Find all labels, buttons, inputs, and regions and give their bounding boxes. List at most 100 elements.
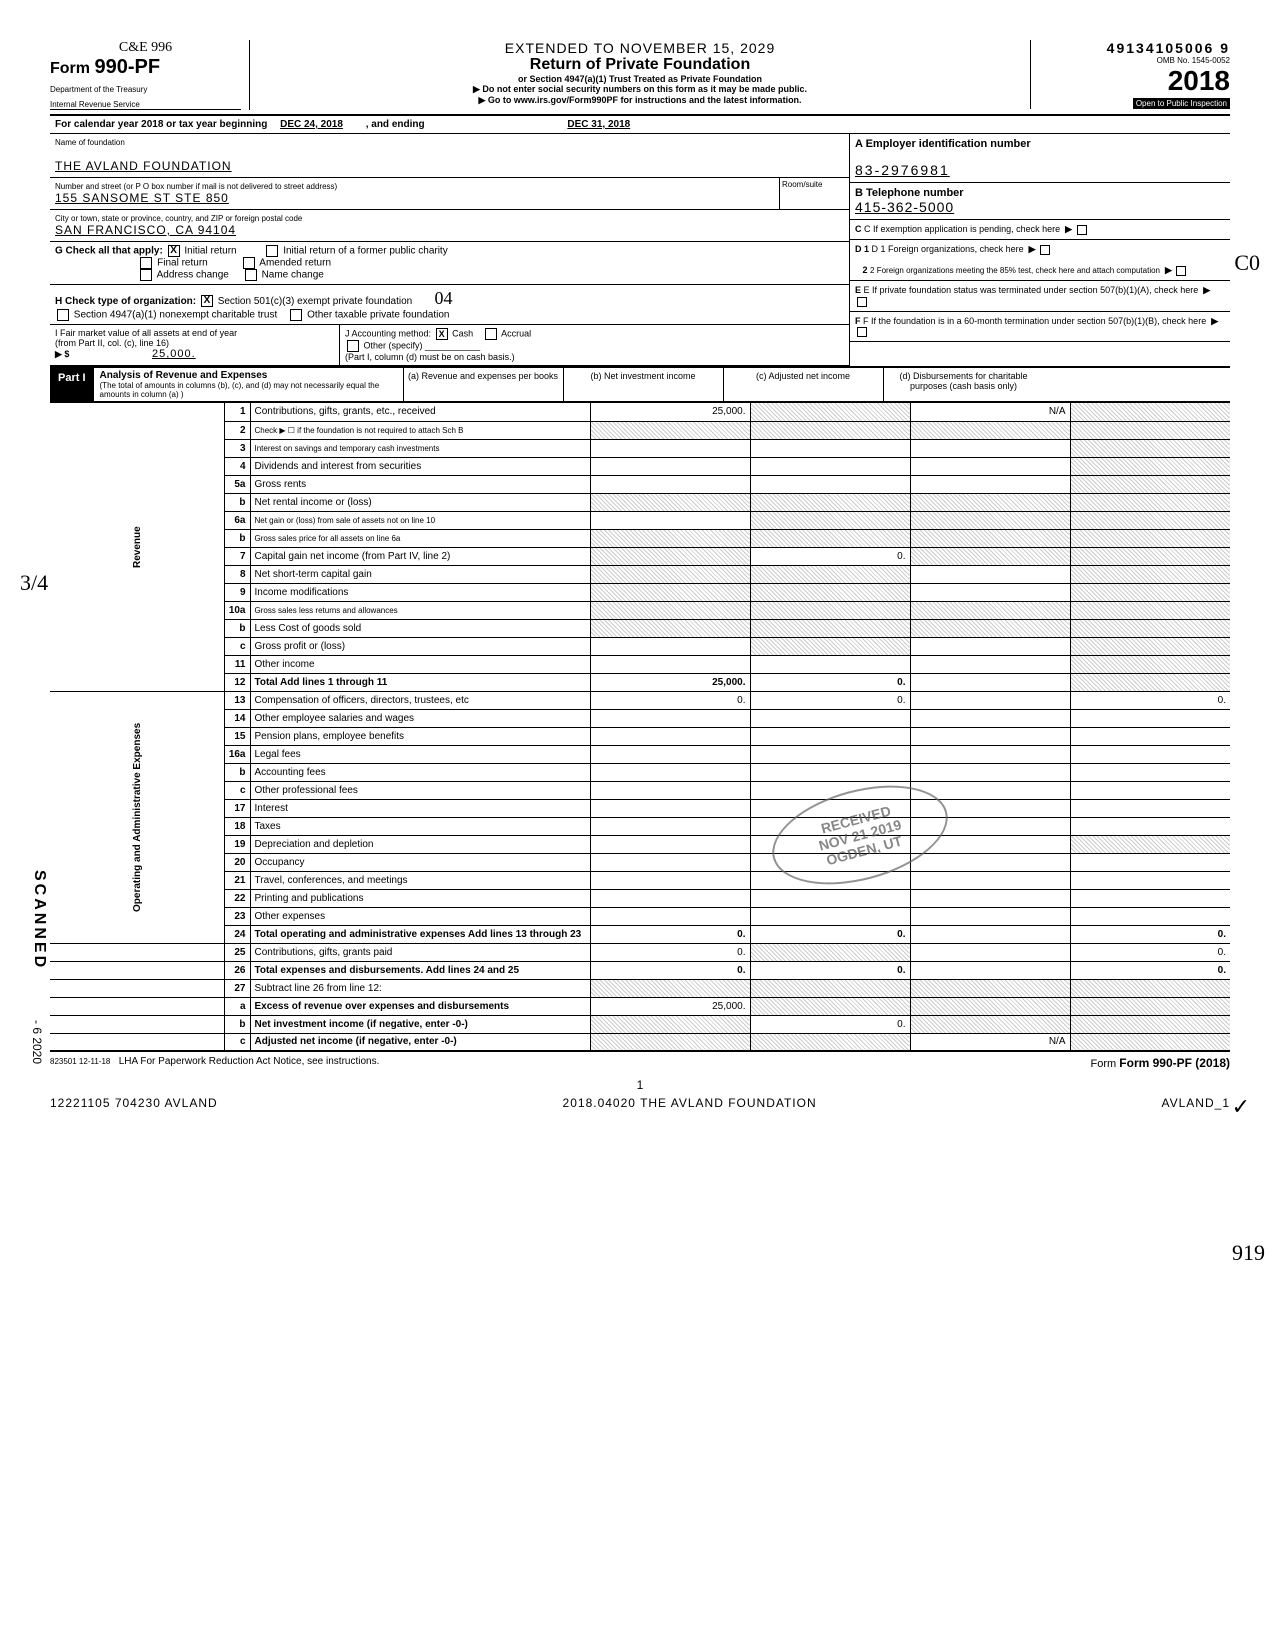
- table-row: 3Interest on savings and temporary cash …: [50, 439, 1230, 457]
- corg-note: C&E 996: [50, 40, 241, 56]
- analysis-table: Revenue 1Contributions, gifts, grants, e…: [50, 403, 1230, 1052]
- section-d: D 1 D 1 Foreign organizations, check her…: [850, 240, 1230, 281]
- footer-code: 823501 12-11-18 LHA For Paperwork Reduct…: [50, 1056, 379, 1070]
- table-row: 27Subtract line 26 from line 12:: [50, 979, 1230, 997]
- part1-header: Part I Analysis of Revenue and Expenses …: [50, 366, 1230, 403]
- l12-a: 25,000.: [590, 673, 750, 691]
- inspection-notice: Open to Public Inspection: [1039, 97, 1230, 109]
- checkbox-amended[interactable]: [243, 257, 255, 269]
- l1-a: 25,000.: [590, 403, 750, 421]
- phone-value: 415-362-5000: [855, 199, 954, 215]
- omb-number: OMB No. 1545-0052: [1039, 56, 1230, 65]
- dept-irs: Internal Revenue Service: [50, 100, 241, 110]
- table-row: aExcess of revenue over expenses and dis…: [50, 997, 1230, 1015]
- section-f: F F If the foundation is in a 60-month t…: [850, 312, 1230, 343]
- checkbox-foreign-org[interactable]: [1040, 245, 1050, 255]
- form-number: Form 990-PF: [50, 56, 241, 79]
- table-row: 14Other employee salaries and wages: [50, 709, 1230, 727]
- footer-row-1: 823501 12-11-18 LHA For Paperwork Reduct…: [50, 1056, 1230, 1070]
- period-end: DEC 31, 2018: [567, 119, 630, 130]
- footer-bottom-left: 12221105 704230 AVLAND: [50, 1096, 218, 1110]
- l7-b: 0.: [750, 547, 910, 565]
- margin-scanned: SCANNED: [30, 870, 48, 970]
- checkbox-501c3[interactable]: X: [201, 295, 213, 307]
- revenue-label: Revenue: [50, 403, 224, 691]
- l13-d: 0.: [1070, 691, 1230, 709]
- dln-number: 49134105006 9: [1039, 40, 1230, 56]
- checkbox-other-method[interactable]: [347, 340, 359, 352]
- checkbox-final[interactable]: [140, 257, 152, 269]
- table-row: 20Occupancy: [50, 853, 1230, 871]
- ein-row: A Employer identification number 83-2976…: [850, 134, 1230, 183]
- checkbox-cash[interactable]: X: [436, 328, 448, 340]
- table-row: 16aLegal fees: [50, 745, 1230, 763]
- table-row: cGross profit or (loss): [50, 637, 1230, 655]
- col-c-header: (c) Adjusted net income: [724, 368, 884, 401]
- form-header: C&E 996 Form 990-PF Department of the Tr…: [50, 40, 1230, 116]
- part1-title: Analysis of Revenue and Expenses (The to…: [94, 368, 404, 401]
- table-row: 22Printing and publications: [50, 889, 1230, 907]
- table-row: Operating and Administrative Expenses 13…: [50, 691, 1230, 709]
- l1-c: N/A: [910, 403, 1070, 421]
- checkbox-accrual[interactable]: [485, 328, 497, 340]
- checkbox-terminated[interactable]: [857, 297, 867, 307]
- col-d-header: (d) Disbursements for charitable purpose…: [884, 368, 1044, 401]
- table-row: 18Taxes: [50, 817, 1230, 835]
- foundation-name: THE AVLAND FOUNDATION: [55, 159, 232, 173]
- header-right: 49134105006 9 OMB No. 1545-0052 2018 Ope…: [1030, 40, 1230, 109]
- l27c-c: N/A: [910, 1033, 1070, 1051]
- checkbox-exemption-pending[interactable]: [1077, 225, 1087, 235]
- checkbox-85-test[interactable]: [1176, 266, 1186, 276]
- checkbox-address-change[interactable]: [140, 269, 152, 281]
- dept-treasury: Department of the Treasury: [50, 85, 241, 94]
- margin-check: ✓: [1232, 1094, 1250, 1120]
- form-year: 2018: [1039, 65, 1230, 97]
- notice-instructions: ▶ Go to www.irs.gov/Form990PF for instru…: [260, 95, 1020, 106]
- table-row: 4Dividends and interest from securities: [50, 457, 1230, 475]
- table-row: 10aGross sales less returns and allowanc…: [50, 601, 1230, 619]
- l13-b: 0.: [750, 691, 910, 709]
- checkbox-60-month[interactable]: [857, 327, 867, 337]
- table-row: bNet investment income (if negative, ent…: [50, 1015, 1230, 1033]
- footer-bottom-right: AVLAND_1: [1162, 1096, 1230, 1110]
- table-row: cOther professional fees: [50, 781, 1230, 799]
- section-g: G Check all that apply: X Initial return…: [50, 242, 849, 285]
- checkbox-initial[interactable]: X: [168, 245, 180, 257]
- return-title: Return of Private Foundation: [260, 56, 1020, 74]
- col-b-header: (b) Net investment income: [564, 368, 724, 401]
- foundation-address: 155 SANSOME ST STE 850: [55, 191, 229, 205]
- checkbox-initial-former[interactable]: [266, 245, 278, 257]
- table-row: 23Other expenses: [50, 907, 1230, 925]
- table-row: 5aGross rents: [50, 475, 1230, 493]
- extended-date: EXTENDED TO NOVEMBER 15, 2029: [260, 40, 1020, 56]
- handwritten-04: 04: [434, 288, 452, 308]
- checkbox-4947[interactable]: [57, 309, 69, 321]
- margin-919: 919: [1232, 1240, 1265, 1266]
- table-row: 26Total expenses and disbursements. Add …: [50, 961, 1230, 979]
- table-row: bAccounting fees: [50, 763, 1230, 781]
- subtitle: or Section 4947(a)(1) Trust Treated as P…: [260, 74, 1020, 84]
- part1-label: Part I: [50, 368, 94, 401]
- table-row: Revenue 1Contributions, gifts, grants, e…: [50, 403, 1230, 421]
- section-i-j: I Fair market value of all assets at end…: [50, 325, 849, 366]
- col-a-header: (a) Revenue and expenses per books: [404, 368, 564, 401]
- l25-d: 0.: [1070, 943, 1230, 961]
- table-row: 25Contributions, gifts, grants paid 0.0.: [50, 943, 1230, 961]
- expense-label: Operating and Administrative Expenses: [50, 691, 224, 943]
- section-c: C C If exemption application is pending,…: [850, 220, 1230, 240]
- table-row: 2Check ▶ ☐ if the foundation is not requ…: [50, 421, 1230, 439]
- checkbox-name-change[interactable]: [245, 269, 257, 281]
- foundation-city-row: City or town, state or province, country…: [50, 210, 849, 242]
- margin-fraction: 3/4: [20, 570, 48, 596]
- section-h: H Check type of organization: X Section …: [50, 285, 849, 325]
- table-row: 19Depreciation and depletion: [50, 835, 1230, 853]
- l26-b: 0.: [750, 961, 910, 979]
- table-row: 17Interest: [50, 799, 1230, 817]
- l27a-a: 25,000.: [590, 997, 750, 1015]
- entity-info: Name of foundation THE AVLAND FOUNDATION…: [50, 134, 1230, 366]
- room-suite: Room/suite: [779, 178, 849, 209]
- table-row: 24Total operating and administrative exp…: [50, 925, 1230, 943]
- table-row: 21Travel, conferences, and meetings: [50, 871, 1230, 889]
- header-left: C&E 996 Form 990-PF Department of the Tr…: [50, 40, 250, 110]
- checkbox-other-taxable[interactable]: [290, 309, 302, 321]
